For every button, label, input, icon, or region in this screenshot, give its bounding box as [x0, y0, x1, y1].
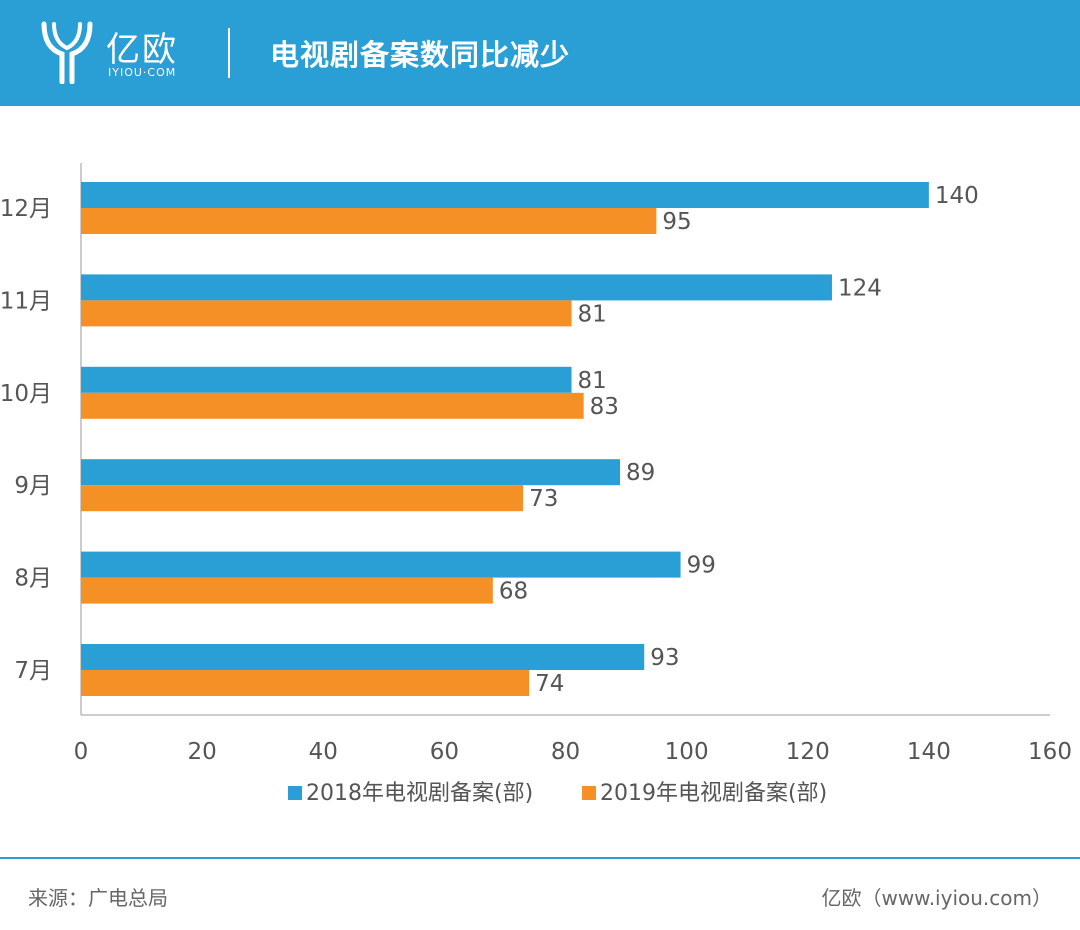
data-label: 140 [935, 183, 979, 209]
bar-2018 [81, 644, 645, 670]
logo-name: 亿欧 [106, 30, 178, 70]
footer-divider [0, 857, 1080, 859]
category-label: 10月 [0, 381, 52, 407]
x-tick-label: 20 [187, 739, 216, 765]
x-tick-label: 120 [786, 739, 830, 765]
category-label: 8月 [14, 566, 52, 592]
logo-domain: IYIOU·COM [108, 66, 177, 79]
bar-2018 [81, 551, 681, 578]
bar-2018 [81, 366, 572, 393]
data-label: 99 [687, 553, 716, 579]
data-label: 74 [535, 671, 564, 697]
x-tick-label: 80 [551, 739, 580, 765]
data-label: 81 [578, 368, 607, 394]
bar-2019 [81, 208, 657, 234]
data-label: 95 [662, 209, 691, 235]
bar-2018 [81, 182, 929, 208]
x-tick-label: 40 [309, 739, 338, 765]
legend-label: 2018年电视剧备案(部) [306, 781, 533, 806]
x-tick-label: 160 [1028, 739, 1072, 765]
page-title: 电视剧备案数同比减少 [270, 38, 571, 72]
x-tick-label: 100 [665, 739, 709, 765]
category-label: 7月 [14, 658, 52, 684]
brand-credit: 亿欧（www.iyiou.com） [821, 886, 1052, 910]
data-label: 83 [590, 394, 619, 420]
bar-2019 [81, 485, 524, 512]
bar-2019 [81, 300, 572, 327]
data-label: 89 [626, 460, 655, 486]
data-label: 124 [838, 275, 882, 301]
source-note: 来源：广电总局 [28, 886, 168, 910]
bar-2019 [81, 577, 493, 604]
legend-swatch-2018 [288, 786, 302, 800]
bar-2019 [81, 392, 584, 419]
brand-logo: 亿欧 IYIOU·COM [40, 16, 220, 88]
category-label: 9月 [14, 473, 52, 499]
bar-2018 [81, 459, 621, 486]
x-tick-label: 140 [907, 739, 951, 765]
data-label: 81 [578, 301, 607, 327]
category-label: 11月 [0, 288, 52, 314]
legend-swatch-2019 [582, 786, 596, 800]
bar-2019 [81, 670, 530, 696]
data-label: 68 [499, 579, 528, 605]
x-tick-label: 60 [430, 739, 459, 765]
logo-mark-icon [41, 21, 93, 84]
data-label: 93 [650, 645, 679, 671]
bar-2018 [81, 274, 832, 301]
x-tick-label: 0 [74, 739, 89, 765]
category-label: 12月 [0, 196, 52, 222]
data-label: 73 [529, 486, 558, 512]
header-divider [228, 28, 230, 78]
legend-label: 2019年电视剧备案(部) [600, 781, 827, 806]
header-banner: 亿欧 IYIOU·COM 电视剧备案数同比减少 [0, 0, 1080, 106]
